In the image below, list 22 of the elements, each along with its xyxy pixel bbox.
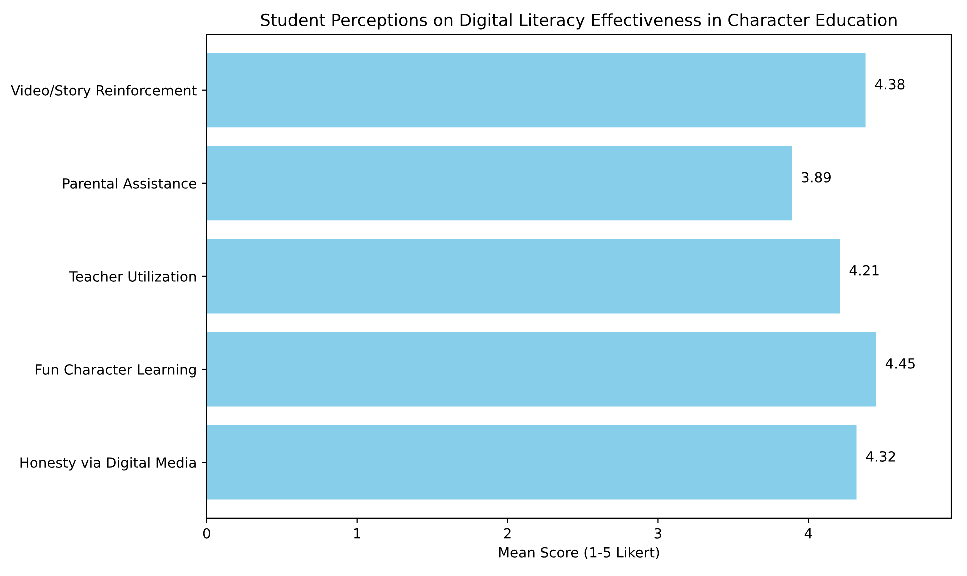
x-tick-label: 2 — [504, 528, 511, 539]
x-tick-label: 4 — [804, 528, 812, 539]
y-tick-label: Fun Character Learning — [36, 364, 196, 378]
bar — [206, 146, 792, 221]
y-tick-label: Video/Story Reinforcement — [11, 85, 197, 99]
bar — [206, 239, 840, 314]
y-tick-label: Honesty via Digital Media — [20, 457, 196, 471]
x-tick-label: 3 — [654, 528, 662, 539]
x-tick-label: 0 — [203, 528, 210, 539]
data-label: 3.89 — [802, 172, 831, 183]
data-label: 4.21 — [850, 265, 879, 276]
bar — [206, 332, 876, 407]
y-tick-label: Parental Assistance — [63, 178, 196, 189]
data-label: 4.32 — [866, 451, 896, 462]
bar — [206, 425, 857, 500]
x-tick-label: 1 — [354, 528, 360, 539]
bar — [206, 53, 866, 128]
x-axis-title: Mean Score (1-5 Likert) — [499, 547, 660, 560]
chart-title: Student Perceptions on Digital Literacy Effectiveness in Character Education — [261, 14, 897, 30]
y-tick-label: Teacher Utilization — [69, 271, 196, 282]
data-label: 4.38 — [875, 79, 905, 90]
data-label: 4.45 — [886, 358, 915, 369]
